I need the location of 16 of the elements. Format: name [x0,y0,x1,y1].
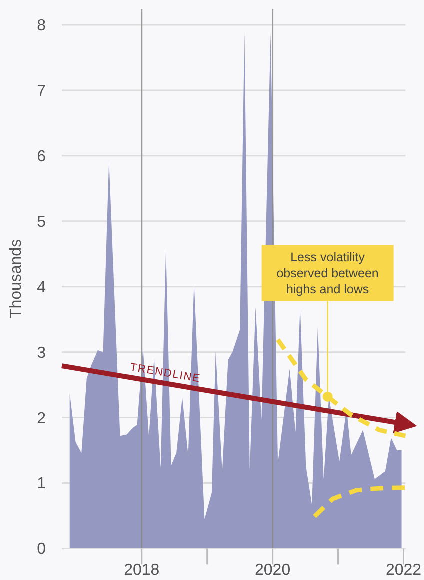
y-axis-title: Thousands [8,239,25,319]
x-tick-label: 2018 [124,562,160,579]
y-tick-label: 4 [37,279,46,296]
x-tick-label: 2022 [386,562,422,579]
y-tick-label: 2 [37,410,46,428]
y-tick-label: 5 [37,214,46,231]
y-tick-label: 7 [37,82,46,100]
y-tick-label: 3 [37,344,46,362]
y-tick-label: 8 [37,18,46,35]
annotation: Less volatility observed between highs and lows [276,250,379,296]
y-tick-label: 6 [37,148,46,166]
y-tick-label: 1 [37,476,46,493]
x-tick-label: 2020 [255,562,291,579]
line-series [276,338,408,438]
line-series [312,486,408,519]
y-tick-label: 0 [37,541,46,558]
